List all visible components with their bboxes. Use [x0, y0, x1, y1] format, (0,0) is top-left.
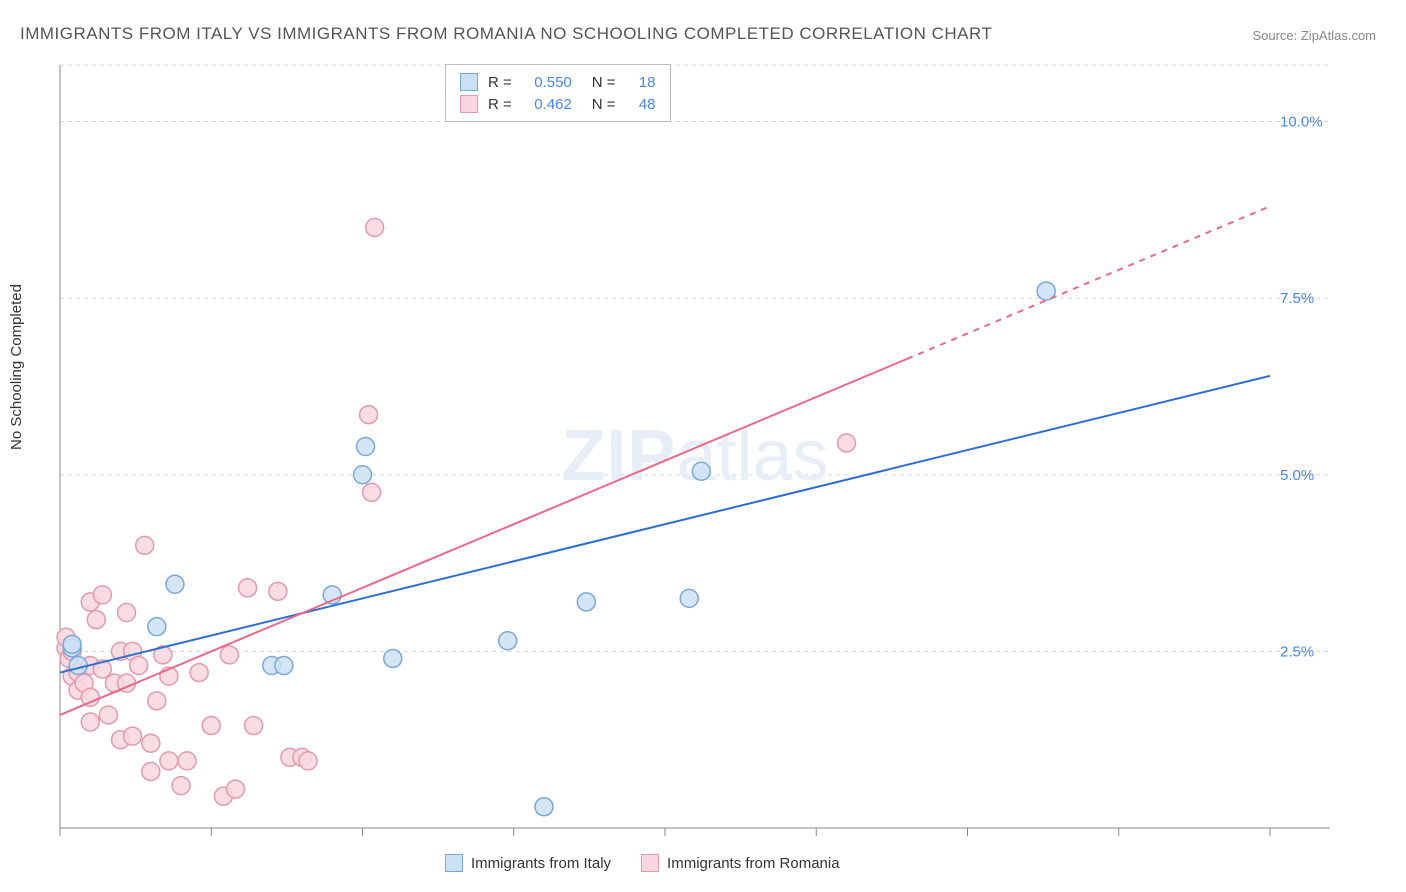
n-label: N = — [592, 74, 616, 91]
stats-row-romania: R = 0.462 N = 48 — [460, 93, 656, 115]
legend-label: Immigrants from Romania — [667, 855, 840, 872]
swatch-icon — [460, 73, 478, 91]
source-attribution: Source: ZipAtlas.com — [1252, 28, 1376, 43]
svg-text:10.0%: 10.0% — [1280, 114, 1323, 131]
n-value: 48 — [626, 96, 656, 113]
swatch-icon — [460, 95, 478, 113]
swatch-icon — [641, 854, 659, 872]
r-label: R = — [488, 96, 512, 113]
svg-text:7.5%: 7.5% — [1280, 290, 1314, 307]
svg-text:5.0%: 5.0% — [1280, 467, 1314, 484]
r-value: 0.550 — [522, 74, 572, 91]
svg-text:2.5%: 2.5% — [1280, 643, 1314, 660]
legend-bottom: Immigrants from Italy Immigrants from Rom… — [445, 854, 840, 872]
n-value: 18 — [626, 74, 656, 91]
chart-title: IMMIGRANTS FROM ITALY VS IMMIGRANTS FROM… — [20, 24, 992, 44]
stats-row-italy: R = 0.550 N = 18 — [460, 71, 656, 93]
legend-label: Immigrants from Italy — [471, 855, 611, 872]
r-value: 0.462 — [522, 96, 572, 113]
correlation-chart: IMMIGRANTS FROM ITALY VS IMMIGRANTS FROM… — [0, 0, 1406, 892]
swatch-icon — [445, 854, 463, 872]
plot-area: ZIPatlas0.0%20.0%2.5%5.0%7.5%10.0% — [55, 60, 1335, 840]
stats-box: R = 0.550 N = 18 R = 0.462 N = 48 — [445, 64, 671, 122]
scatter-svg: ZIPatlas0.0%20.0%2.5%5.0%7.5%10.0% — [55, 60, 1335, 840]
legend-item: Immigrants from Italy — [445, 854, 611, 872]
y-axis-label: No Schooling Completed — [8, 284, 25, 450]
r-label: R = — [488, 74, 512, 91]
n-label: N = — [592, 96, 616, 113]
legend-item: Immigrants from Romania — [641, 854, 840, 872]
svg-text:ZIPatlas: ZIPatlas — [561, 416, 828, 496]
